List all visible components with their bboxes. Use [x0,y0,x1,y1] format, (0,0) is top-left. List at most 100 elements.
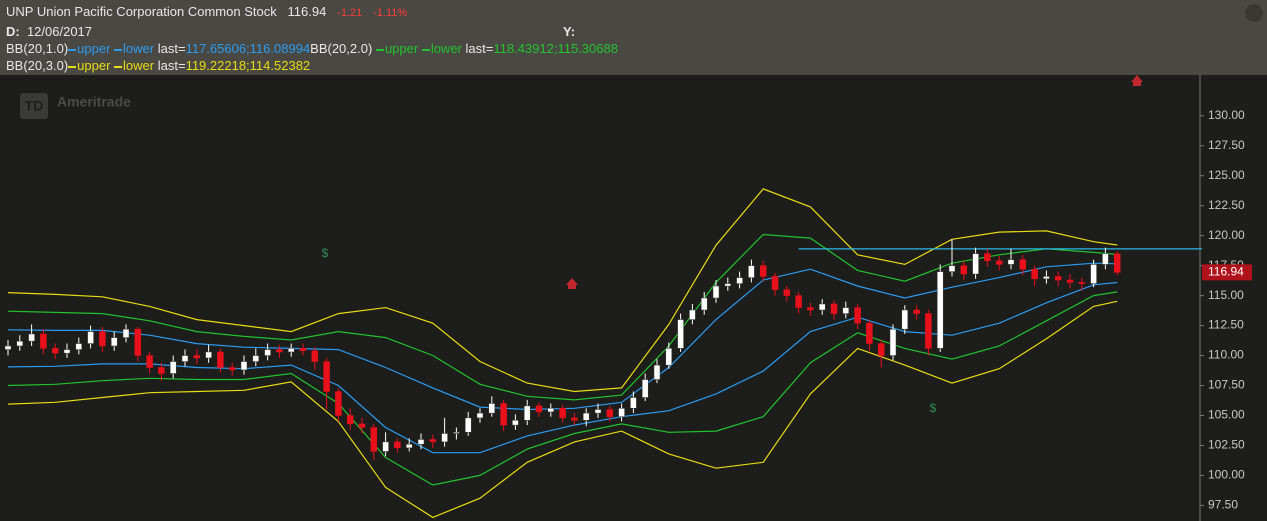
event-marker [1131,75,1143,86]
band-line [7,281,1118,454]
y-tick-label: 120.00 [1208,228,1245,242]
y-tick-label: 107.50 [1208,378,1245,392]
legend-dash [68,65,77,68]
last-price: 116.94 [287,4,327,19]
legend-entry: lower [123,41,155,56]
candle-body [500,403,507,426]
date-row: D: 12/06/2017 [6,24,92,39]
y-tick-label: 125.00 [1208,168,1245,182]
study-last: 118.43912;115.30688 [493,41,618,56]
chart: TD Ameritrade $ $ 97.50 100.00 102.50 105.0… [0,75,1267,521]
candle-body [382,441,389,452]
candle-body [783,289,791,296]
candle-body [476,412,484,419]
candle-body [1090,264,1097,284]
candle-body [205,351,212,359]
candle-body [653,364,661,380]
candle-body [287,348,295,353]
candle-body [417,439,425,445]
legend-entry: upper [77,58,111,73]
candle-body [700,297,708,311]
candle-body [276,349,283,353]
candle-body [1078,282,1086,284]
y-tick-label: 115.00 [1208,288,1244,302]
candle-body [889,328,897,356]
logo-box [20,93,48,119]
candle-body [571,417,578,421]
candle-body [512,420,519,426]
candle-body [995,260,1003,265]
candle-body [1102,253,1109,265]
band-line [7,262,1118,411]
last-price-label: 116.94 [1208,265,1244,279]
candle-body [28,333,35,342]
candle-body [51,348,59,354]
candle-body [40,333,47,349]
candle-body [441,433,448,443]
menu-button[interactable] [1245,4,1263,22]
dividend-marker: $ [322,246,329,260]
candle-body [807,307,814,311]
candle-body [169,361,177,374]
candle-body [181,355,189,362]
candle-body [984,253,991,262]
candle-body [901,309,909,330]
study-name: BB(20,1.0) [6,41,69,56]
candle-body [618,408,625,417]
candle-body [877,343,885,356]
symbol: UNP Union Pacific Corporation Common Sto… [6,4,277,19]
candle-body [264,349,271,356]
y-tick-label: 122.50 [1208,198,1245,212]
candle-body [925,313,932,349]
y-tick-label: 100.00 [1208,468,1245,482]
change-pct: -1.11% [373,7,408,19]
candle-body [122,328,130,338]
y-tick-label: 105.00 [1208,408,1245,422]
last-label: last= [465,41,494,56]
candle-body [559,408,566,419]
legend-dash [114,48,123,51]
candle-body [842,307,850,314]
y-tick-label: 102.50 [1208,438,1245,452]
candle-body [488,403,496,414]
candle-body [99,331,106,347]
candle-body [677,319,684,349]
dividend-marker: $ [930,401,937,415]
legend-dash [114,65,123,68]
candle-body [1113,253,1121,273]
candle-body [866,322,873,344]
candle-body [748,265,755,278]
candle-body [1031,268,1038,280]
study-last: 119.22218;114.52382 [185,58,311,73]
logo: TD [25,98,44,114]
band-line [7,291,1118,486]
candle-body [405,444,413,449]
candle-body [16,340,24,347]
y-tick-label: 110.00 [1208,348,1244,362]
candle-body [665,348,673,366]
candle-body [523,405,531,421]
candle-body [1007,259,1015,265]
legend-entry: upper [77,41,111,56]
candle-body [370,427,378,452]
candle-body [960,265,968,275]
plot-background [0,75,1267,521]
candle-body [346,415,354,425]
candle-body [75,343,83,350]
candle-body [712,285,720,299]
candle-body [547,408,555,413]
y-tick-label: 97.50 [1208,498,1238,512]
candle-body [358,423,366,428]
y-row: Y: [563,24,575,39]
candle-body [110,337,118,347]
candle-body [795,295,802,308]
candle-body [630,397,637,409]
band-line [7,300,1118,519]
candle-body [63,349,71,354]
candle-body [606,409,614,417]
candle-body [464,417,472,433]
header: UNP Union Pacific Corporation Common Sto… [0,0,1267,75]
candle-body [936,271,944,349]
candle-body [830,303,838,314]
